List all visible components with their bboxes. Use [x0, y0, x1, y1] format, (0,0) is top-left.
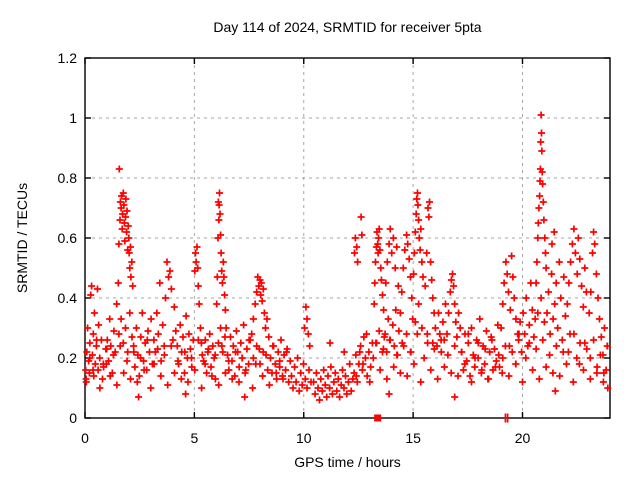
- x-tick-label: 10: [296, 430, 312, 446]
- y-tick-label: 0.4: [58, 290, 78, 306]
- y-tick-label: 0.6: [58, 230, 78, 246]
- data-points: [82, 111, 612, 404]
- y-tick-label: 0: [69, 410, 77, 426]
- x-axis-label: GPS time / hours: [294, 454, 401, 470]
- x-tick-label: 20: [515, 430, 531, 446]
- y-tick-label: 0.2: [58, 350, 78, 366]
- axis-marker-square: [374, 414, 382, 422]
- x-tick-label: 0: [81, 430, 89, 446]
- x-tick-label: 15: [405, 430, 421, 446]
- y-tick-label: 1: [69, 110, 77, 126]
- x-tick-label: 5: [190, 430, 198, 446]
- y-tick-label: 0.8: [58, 170, 78, 186]
- y-tick-label: 1.2: [58, 50, 78, 66]
- y-axis-label: SRMTID / TECUs: [14, 182, 30, 294]
- chart-title: Day 114 of 2024, SRMTID for receiver 5pt…: [213, 19, 482, 35]
